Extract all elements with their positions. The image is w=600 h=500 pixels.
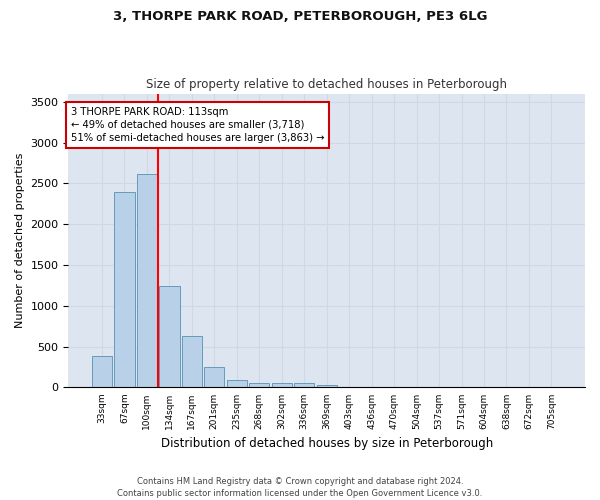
Bar xyxy=(137,174,157,388)
Bar xyxy=(204,366,224,388)
Bar xyxy=(92,356,112,388)
Bar xyxy=(227,380,247,388)
Text: 3, THORPE PARK ROAD, PETERBOROUGH, PE3 6LG: 3, THORPE PARK ROAD, PETERBOROUGH, PE3 6… xyxy=(113,10,487,23)
Bar xyxy=(115,192,134,388)
Text: 3 THORPE PARK ROAD: 113sqm
← 49% of detached houses are smaller (3,718)
51% of s: 3 THORPE PARK ROAD: 113sqm ← 49% of deta… xyxy=(71,107,325,143)
Text: Contains HM Land Registry data © Crown copyright and database right 2024.
Contai: Contains HM Land Registry data © Crown c… xyxy=(118,476,482,498)
Bar xyxy=(272,382,292,388)
Y-axis label: Number of detached properties: Number of detached properties xyxy=(15,153,25,328)
Bar xyxy=(159,286,179,388)
Bar xyxy=(182,336,202,388)
Bar xyxy=(249,382,269,388)
Bar xyxy=(317,384,337,388)
X-axis label: Distribution of detached houses by size in Peterborough: Distribution of detached houses by size … xyxy=(161,437,493,450)
Bar xyxy=(294,384,314,388)
Title: Size of property relative to detached houses in Peterborough: Size of property relative to detached ho… xyxy=(146,78,507,91)
